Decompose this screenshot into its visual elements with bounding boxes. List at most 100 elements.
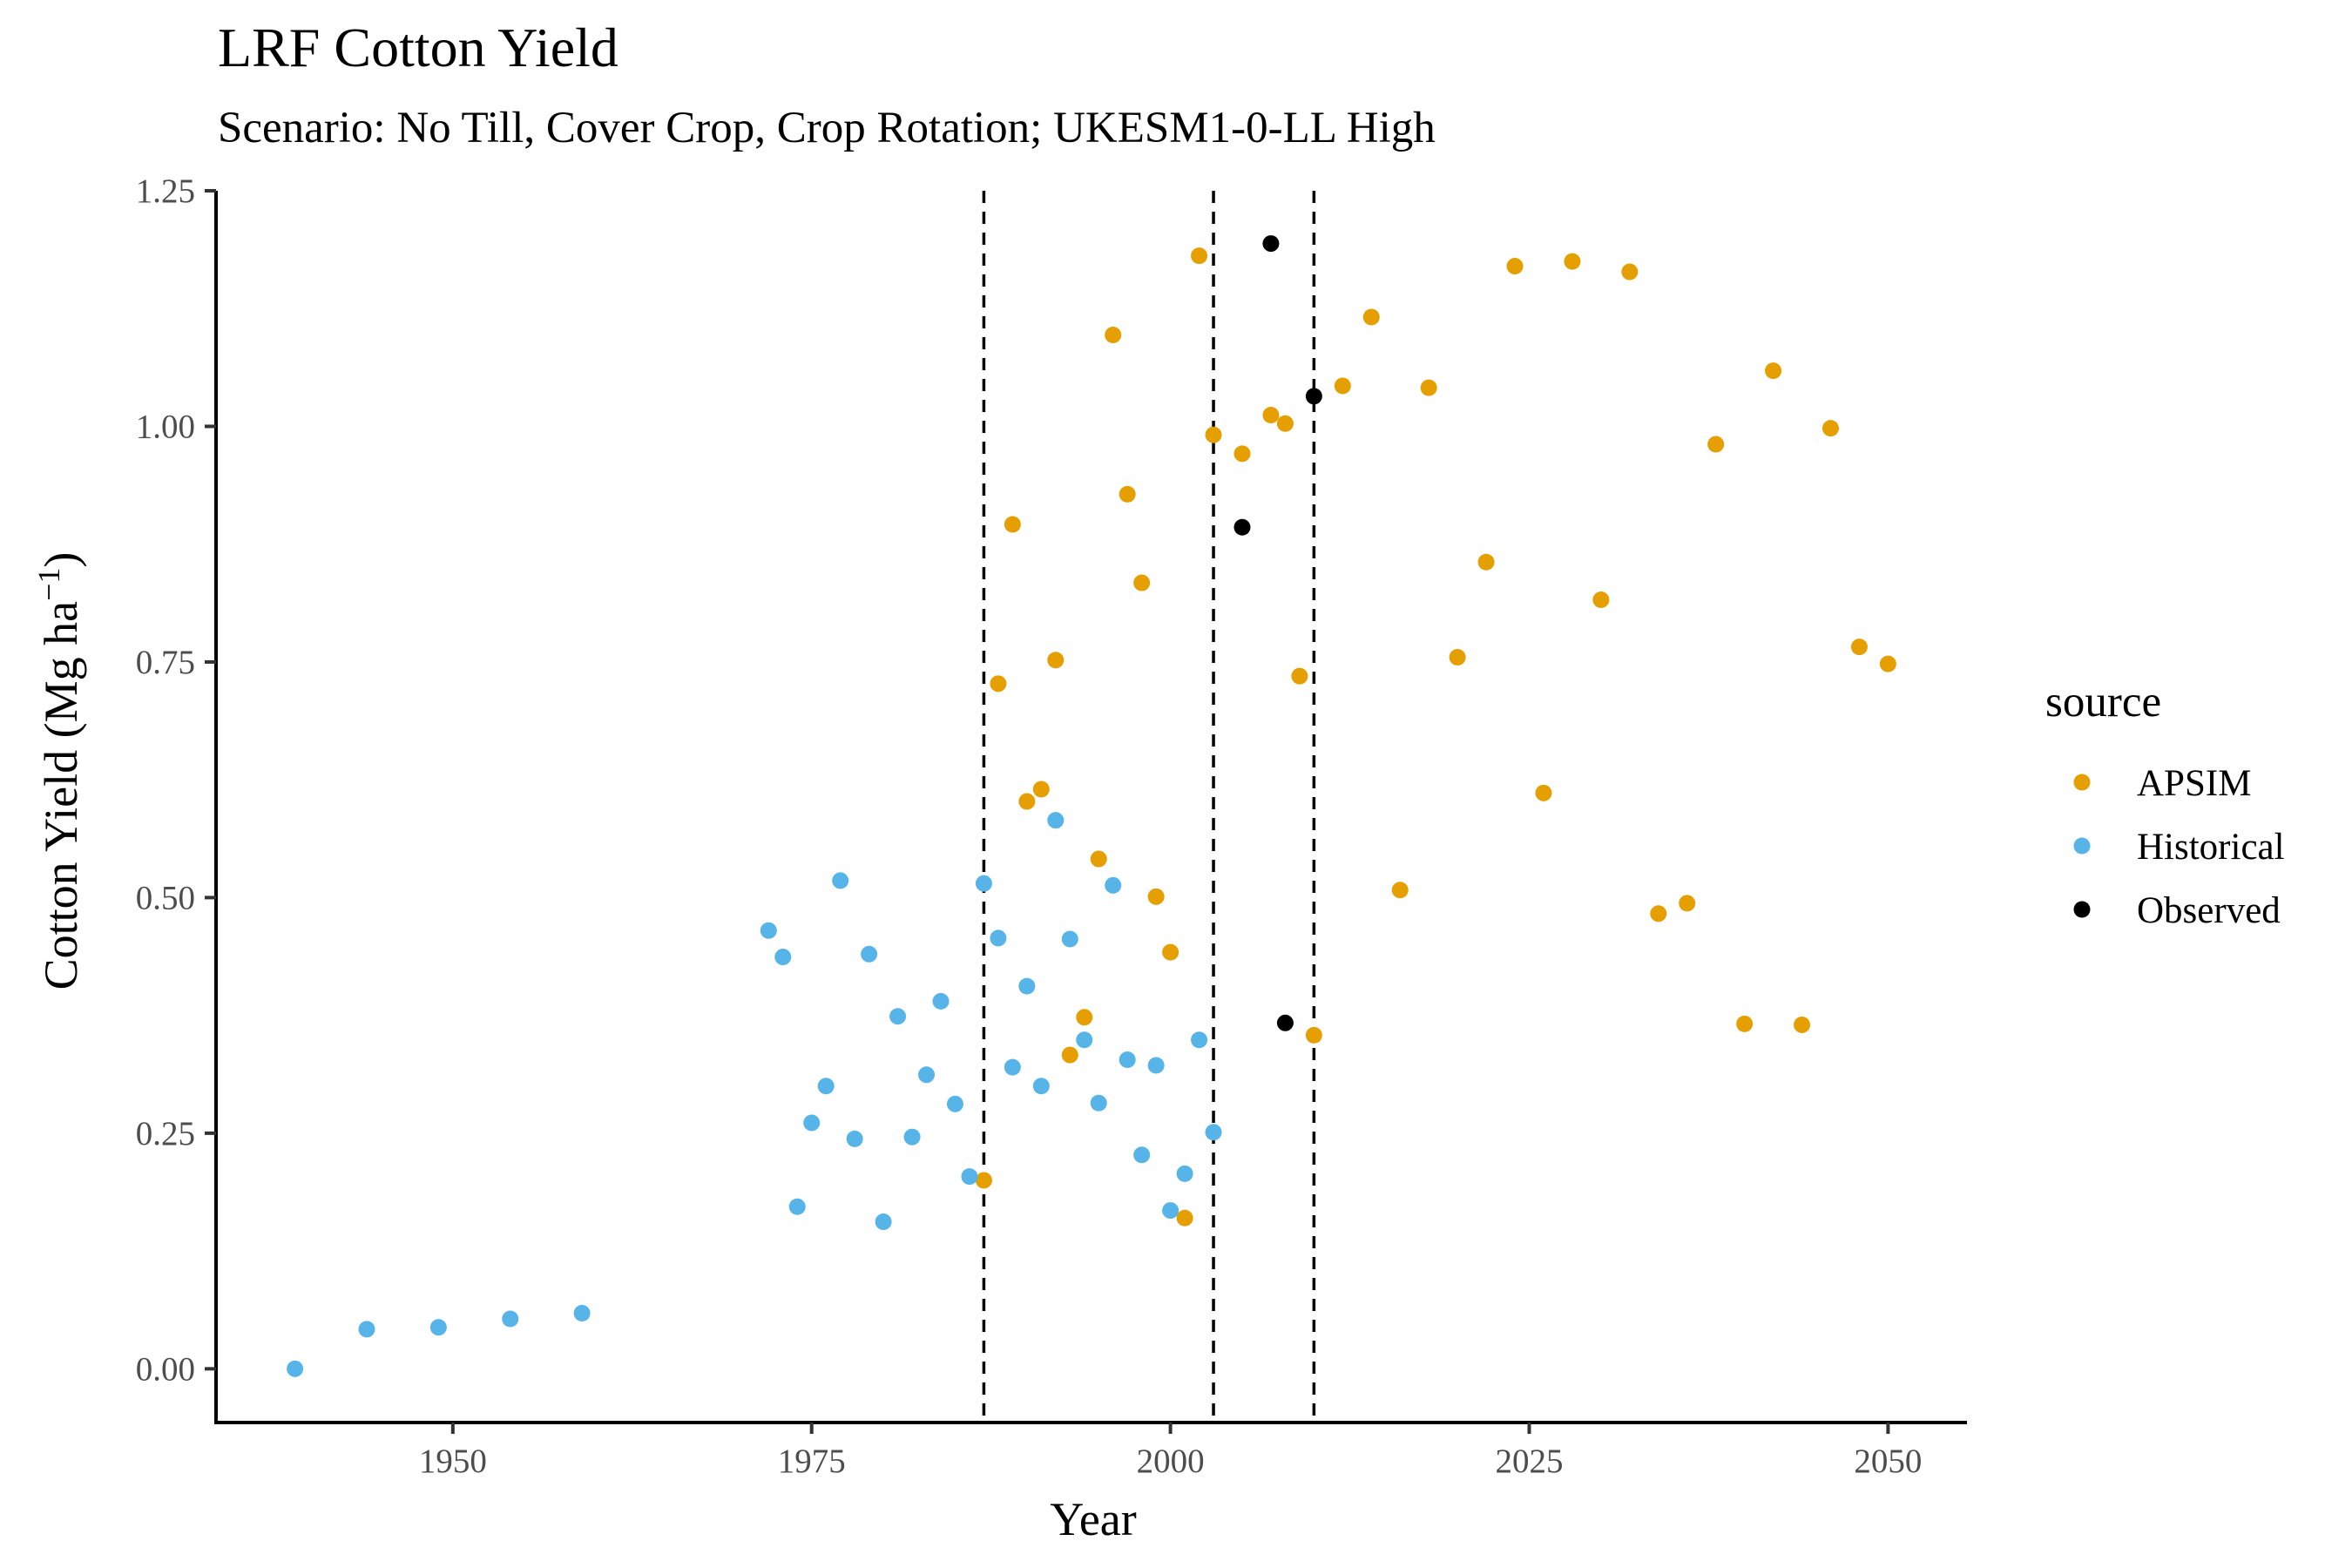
historical-point <box>358 1321 375 1338</box>
legend-label-historical: Historical <box>2137 827 2285 868</box>
apsim-point <box>1650 905 1667 923</box>
apsim-point <box>1362 308 1380 326</box>
x-tick-label: 2000 <box>1137 1443 1205 1480</box>
historical-point <box>1076 1031 1093 1049</box>
y-axis-title-main: Cotton Yield (Mg ha <box>35 601 87 990</box>
apsim-point <box>1679 895 1696 912</box>
historical-point <box>932 992 950 1010</box>
legend-key-historical <box>2073 837 2091 855</box>
y-tick-label: 1.25 <box>136 172 195 210</box>
apsim-point <box>1707 436 1725 453</box>
historical-point <box>1061 930 1078 948</box>
historical-point <box>1119 1051 1136 1068</box>
historical-point <box>1191 1031 1208 1049</box>
historical-point <box>1176 1165 1193 1182</box>
apsim-point <box>1119 485 1136 503</box>
historical-point <box>788 1198 806 1215</box>
legend-key-apsim <box>2073 774 2091 791</box>
x-axis-title: Year <box>1050 1493 1137 1545</box>
y-axis-title-close: ) <box>35 552 87 568</box>
historical-point <box>803 1114 821 1132</box>
historical-point <box>1090 1094 1107 1112</box>
y-tick-label: 1.00 <box>136 408 195 445</box>
apsim-point <box>1506 258 1524 275</box>
y-axis-ticks: 0.00 0.25 0.50 0.75 1.00 1.25 <box>136 172 216 1388</box>
apsim-point <box>1564 253 1581 270</box>
apsim-point <box>1420 379 1437 396</box>
historical-point <box>861 945 878 963</box>
historical-point <box>502 1310 519 1328</box>
historical-point <box>573 1305 591 1322</box>
historical-point <box>946 1095 963 1112</box>
apsim-point <box>975 1172 992 1189</box>
apsim-point <box>1592 591 1610 609</box>
historical-point <box>1205 1124 1222 1141</box>
apsim-point <box>1090 850 1107 868</box>
chart-title: LRF Cotton Yield <box>218 17 618 78</box>
historical-point <box>975 875 992 892</box>
apsim-point <box>1105 327 1122 344</box>
historical-point <box>889 1008 907 1025</box>
x-tick-label: 1975 <box>778 1443 846 1480</box>
apsim-point <box>1061 1046 1078 1064</box>
historical-point <box>429 1319 447 1336</box>
apsim-point <box>1621 263 1639 280</box>
historical-point <box>1133 1146 1151 1164</box>
legend-key-observed <box>2073 901 2091 918</box>
apsim-point <box>1147 888 1165 905</box>
historical-point <box>1047 812 1064 829</box>
apsim-point <box>1032 781 1050 798</box>
historical-point <box>832 872 849 889</box>
apsim-point <box>1449 649 1466 666</box>
historical-point <box>990 929 1007 947</box>
apsim-point <box>1305 1026 1322 1044</box>
apsim-point <box>1276 415 1294 432</box>
apsim-point <box>1047 652 1064 669</box>
historical-point <box>961 1168 978 1186</box>
historical-point <box>760 922 777 939</box>
historical-point <box>1032 1078 1050 1095</box>
apsim-point <box>1205 426 1222 443</box>
legend-items: APSIM Historical Observed <box>2073 763 2285 931</box>
observed-point <box>1305 388 1322 405</box>
historical-point <box>875 1213 892 1231</box>
historical-point <box>1018 977 1036 995</box>
y-tick-label: 0.50 <box>136 879 195 916</box>
apsim-point <box>1162 943 1179 961</box>
historical-point <box>774 949 792 966</box>
observed-point <box>1262 235 1280 253</box>
observed-point <box>1233 518 1251 536</box>
apsim-point <box>1736 1015 1754 1032</box>
apsim-point <box>1879 655 1896 672</box>
historical-point <box>1147 1057 1165 1074</box>
chart-subtitle: Scenario: No Till, Cover Crop, Crop Rota… <box>218 104 1436 152</box>
historical-point <box>918 1066 936 1084</box>
legend: source APSIM Historical Observed <box>2045 678 2285 931</box>
apsim-point <box>1262 406 1280 423</box>
legend-title: source <box>2045 678 2161 727</box>
historical-point <box>903 1128 921 1146</box>
apsim-point <box>1535 784 1552 801</box>
apsim-point <box>1765 362 1782 380</box>
reference-lines <box>982 191 1316 1423</box>
apsim-point <box>1076 1009 1093 1026</box>
y-axis-title: Cotton Yield (Mg ha−1) <box>31 552 87 990</box>
apsim-point <box>1191 247 1208 265</box>
y-tick-label: 0.25 <box>136 1115 195 1152</box>
historical-point <box>1162 1202 1179 1220</box>
observed-point <box>1276 1014 1294 1031</box>
legend-label-observed: Observed <box>2137 890 2281 931</box>
apsim-point <box>1176 1209 1193 1227</box>
apsim-point <box>1291 667 1308 685</box>
x-tick-label: 1950 <box>419 1443 487 1480</box>
y-axis-title-exponent: −1 <box>31 568 66 601</box>
historical-point <box>1004 1058 1021 1076</box>
historical-point <box>287 1360 304 1377</box>
apsim-point <box>1018 793 1036 810</box>
apsim-point <box>1334 377 1351 395</box>
apsim-point <box>1850 639 1868 656</box>
x-tick-label: 2050 <box>1854 1443 1922 1480</box>
apsim-point <box>990 675 1007 693</box>
apsim-point <box>1233 445 1251 463</box>
